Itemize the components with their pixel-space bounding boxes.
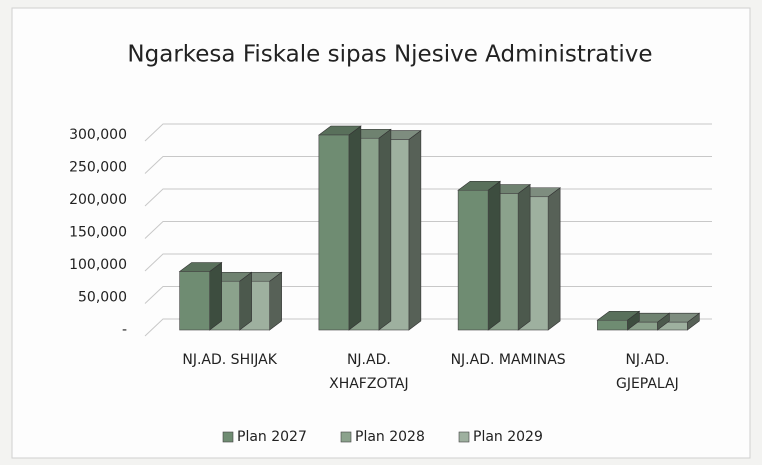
bar-front: [457, 189, 489, 331]
x-tick-label: NJ.AD. MAMINAS: [451, 352, 566, 368]
legend-swatch: [340, 431, 352, 443]
grid-line: [144, 156, 712, 174]
bar-front: [179, 271, 210, 331]
x-tick-label: NJ.AD. SHIJAK: [182, 352, 277, 368]
x-tick-line: NJ.AD.: [625, 352, 669, 368]
legend-swatch: [222, 431, 234, 443]
bar-side: [408, 129, 422, 331]
x-tick-line: GJEPALAJ: [616, 376, 679, 392]
y-tick-label: 100,000: [69, 257, 127, 273]
x-tick-line: NJ.AD.: [347, 352, 391, 368]
y-tick-label: 50,000: [78, 290, 127, 306]
legend-label: Plan 2027: [237, 429, 307, 445]
bar-front: [597, 319, 628, 331]
y-tick-label: 250,000: [69, 160, 127, 176]
y-tick-label: 300,000: [69, 127, 127, 143]
bar-side: [269, 271, 282, 331]
x-tick-label: NJ.AD. GJEPALAJ: [616, 352, 679, 392]
bar-side: [487, 180, 501, 331]
bar-side: [378, 128, 392, 331]
chart-title: Ngarkesa Fiskale sipas Njesive Administr…: [127, 42, 652, 68]
bar-side: [547, 187, 561, 331]
bar: [457, 180, 502, 331]
bar-side: [239, 271, 252, 331]
bar-side: [348, 125, 362, 331]
y-tick-label: -: [122, 322, 127, 338]
bar-front: [318, 134, 350, 331]
y-tick-label: 200,000: [69, 192, 127, 208]
bar-side: [517, 183, 531, 331]
bar: [178, 261, 223, 331]
bar: [596, 310, 641, 331]
legend-label: Plan 2029: [473, 429, 543, 445]
bar-side: [209, 261, 222, 331]
legend-label: Plan 2028: [355, 429, 425, 445]
grid-line: [144, 123, 712, 142]
x-tick-label: NJ.AD. XHAFZOTAJ: [329, 352, 409, 392]
bar: [317, 125, 362, 331]
y-tick-label: 150,000: [69, 225, 127, 241]
legend-swatch: [458, 431, 470, 443]
x-tick-line: XHAFZOTAJ: [329, 376, 409, 392]
